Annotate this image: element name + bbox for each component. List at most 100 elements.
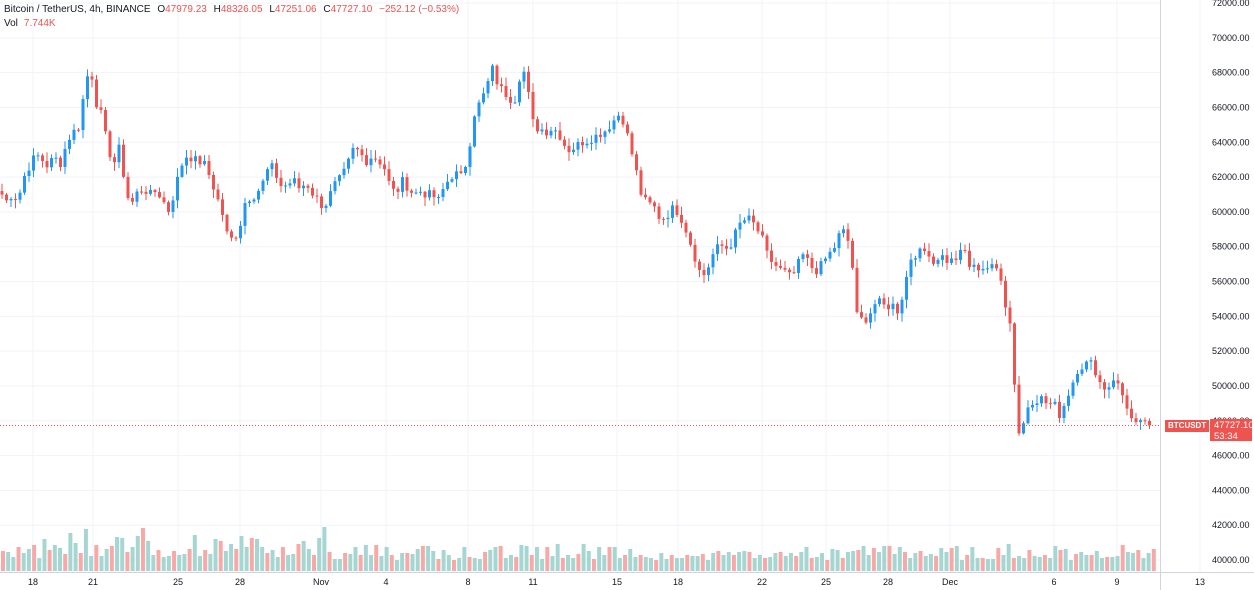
price-axis[interactable]: 72000.00 70000.00 68000.00 66000.00 64000.00… [1160, 0, 1250, 590]
y-tick-label: 54000.00 [1212, 311, 1250, 321]
candle-body [621, 115, 625, 125]
volume-bar [970, 547, 975, 571]
candle-body [608, 129, 611, 132]
candle-body [1026, 407, 1030, 424]
candle-body [635, 154, 638, 171]
candle-body [855, 267, 859, 313]
volume-bar [63, 554, 68, 571]
volume-bar [804, 547, 809, 571]
candle-body [18, 192, 22, 200]
candle-body [905, 276, 908, 300]
candle-body [14, 198, 17, 200]
x-tick-label: 21 [88, 577, 98, 587]
candle-body [446, 181, 449, 190]
candle-body [216, 189, 220, 200]
candle-body [576, 142, 580, 150]
volume-bar [16, 547, 21, 571]
candle-body [662, 218, 665, 220]
close-label: C [323, 4, 331, 15]
candle-body [657, 206, 661, 219]
volume-bar [394, 560, 399, 571]
volume-bar [120, 538, 125, 571]
candle-body [1031, 404, 1034, 408]
candle-body [1058, 401, 1061, 418]
volume-bar [555, 544, 560, 571]
volume-bar [1136, 550, 1141, 571]
candle-body [819, 261, 823, 275]
volume-bar [446, 555, 451, 571]
candle-body [414, 192, 418, 194]
volume-bar [960, 560, 964, 571]
volume-bar [140, 528, 145, 571]
time-axis[interactable]: 18 21 25 28 Nov 4 8 11 15 18 22 25 28 Dec 6 9 13 [0, 572, 1254, 588]
volume-bar [498, 546, 503, 571]
volume-bar [840, 558, 845, 571]
volume-bar [524, 546, 529, 571]
volume-bar [420, 546, 425, 571]
x-tick-label: 9 [1114, 577, 1119, 587]
volume-bar [633, 557, 638, 571]
candle-body [495, 65, 499, 85]
volume-bar [591, 559, 596, 571]
candle-body [189, 157, 193, 162]
volume-bar [928, 554, 933, 571]
volume-bar [426, 546, 431, 571]
bar-countdown: 53:34 [1214, 431, 1238, 442]
volume-bar [332, 559, 337, 571]
candle-body [648, 197, 652, 203]
candle-body [1017, 384, 1021, 434]
candle-body [536, 119, 539, 132]
candle-body [95, 79, 98, 108]
candle-body [396, 188, 400, 192]
y-tick-label: 42000.00 [1212, 520, 1250, 530]
candle-body [167, 202, 170, 212]
candle-body [333, 181, 337, 192]
volume-bar [1151, 549, 1156, 571]
volume-bar [275, 557, 280, 571]
volume-bar [882, 546, 887, 571]
candle-body [473, 116, 476, 147]
candle-body [81, 99, 85, 130]
candle-body [779, 265, 782, 268]
volume-bar [78, 553, 83, 571]
x-tick-label: 28 [883, 577, 893, 587]
volume-bar [306, 549, 311, 571]
volume-bar [648, 558, 653, 571]
candle-body [941, 255, 944, 260]
candle-body [437, 197, 440, 199]
volume-bar [348, 554, 353, 571]
volume-bar [737, 552, 742, 571]
volume-bar [680, 558, 685, 571]
candle-body [54, 157, 58, 159]
volume-bar [265, 553, 270, 571]
candle-body [756, 222, 760, 232]
volume-bar [628, 549, 633, 571]
candle-body [833, 248, 836, 252]
volume-bar [996, 548, 1001, 571]
symbol-title[interactable]: Bitcoin / TetherUS, 4h, BINANCE [4, 4, 151, 15]
candle-body [230, 231, 233, 238]
volume-bar [1125, 552, 1130, 571]
candle-body [257, 190, 260, 200]
candle-body [1022, 423, 1025, 434]
volume-bar [685, 555, 690, 571]
candle-body [477, 102, 481, 117]
candle-body [513, 102, 517, 104]
volume-bar [410, 554, 415, 571]
volume-bar [721, 555, 726, 571]
x-tick-label: 13 [1195, 577, 1205, 587]
volume-label[interactable]: Vol [4, 18, 18, 29]
candle-body [185, 157, 188, 166]
candle-body [531, 91, 535, 120]
volume-bar [270, 550, 275, 571]
volume-bar [757, 555, 762, 571]
candle-body [1004, 280, 1007, 308]
volume-bar [89, 556, 94, 571]
volume-bar [11, 557, 16, 571]
candle-body [599, 134, 602, 137]
volume-bar [1001, 555, 1006, 571]
candle-body [180, 165, 184, 177]
volume-bar [83, 529, 88, 571]
volume-bar [623, 555, 628, 571]
